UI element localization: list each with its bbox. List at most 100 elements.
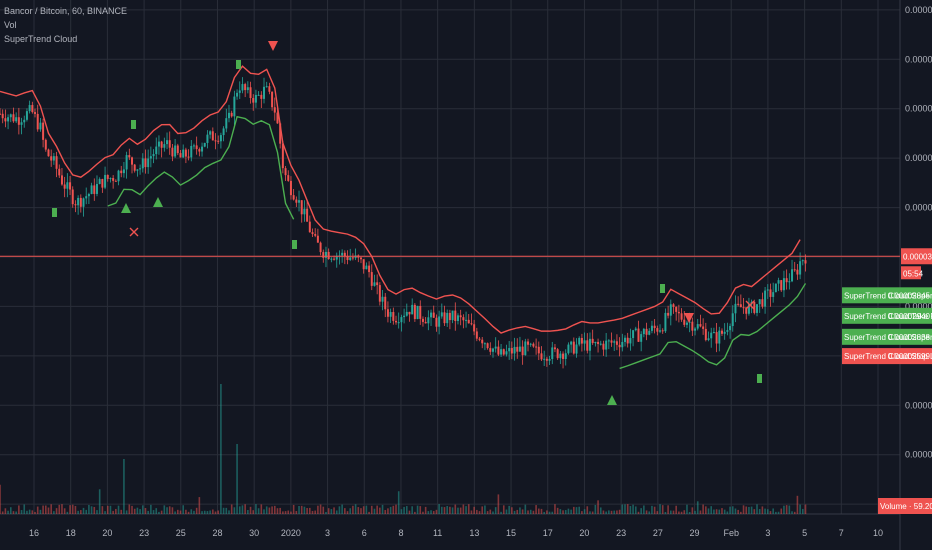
volume-bar [742, 505, 745, 514]
volume-bar [422, 511, 424, 514]
candle-body [176, 145, 179, 154]
candle-body [209, 131, 212, 135]
candle-body [109, 178, 112, 180]
volume-bar [7, 510, 9, 514]
volume-bar [133, 508, 136, 514]
candle-body [52, 156, 55, 161]
candle-body [238, 90, 241, 93]
volume-bar [492, 511, 494, 514]
candle-body [112, 178, 115, 181]
candle-body [71, 189, 74, 205]
volume-bar [470, 510, 473, 514]
candle-body [599, 343, 602, 345]
volume-bar [123, 459, 125, 514]
candle-body [618, 344, 621, 348]
candle-body [370, 272, 373, 286]
volume-bar [268, 507, 271, 514]
candle-body [214, 140, 217, 142]
volume-bar [50, 504, 52, 514]
candle-body [556, 349, 559, 359]
volume-bar [147, 510, 149, 514]
candle-body [203, 142, 206, 147]
candle-body [572, 341, 575, 354]
volume-bar [335, 510, 338, 514]
volume-bar [236, 444, 238, 514]
volume-bar [360, 508, 362, 514]
volume-bar [309, 507, 311, 514]
level-label: SuperTrend Cloud:Stop Loss [844, 352, 932, 361]
x-tick-label: 10 [873, 528, 883, 538]
volume-bar [273, 505, 276, 514]
volume-bar [368, 511, 370, 514]
candle-body [287, 175, 290, 181]
volume-bar [583, 509, 586, 514]
volume-bar [529, 509, 532, 514]
candle-body [758, 299, 761, 305]
volume-bar [737, 509, 739, 514]
candle-body [373, 282, 376, 286]
symbol-title[interactable]: Bancor / Bitcoin, 60, BINANCE [4, 6, 128, 16]
volume-bar [198, 497, 201, 514]
candle-body [12, 114, 15, 122]
candle-body [281, 143, 284, 169]
candle-body [475, 331, 478, 339]
candle-body [780, 280, 783, 291]
volume-bar [599, 507, 602, 514]
candle-body [742, 307, 745, 309]
candle-body [233, 96, 236, 117]
volume-bar [203, 510, 206, 514]
volume-bar [260, 504, 263, 514]
signal-triangle [121, 203, 131, 213]
candle-body [163, 144, 166, 148]
candle-body [343, 252, 346, 257]
volume-bar [220, 384, 222, 514]
volume-bar [432, 511, 435, 514]
candle-body [284, 168, 287, 176]
candle-body [249, 87, 252, 99]
candle-body [559, 353, 562, 359]
volume-bar [430, 510, 432, 514]
candle-body [715, 332, 718, 344]
volume-bar [330, 509, 333, 514]
volume-bar [405, 506, 408, 514]
volume-bar [648, 511, 651, 514]
volume-bar [341, 504, 343, 514]
chart-legend: Bancor / Bitcoin, 60, BINANCE Vol SuperT… [4, 4, 127, 46]
candle-body [333, 258, 336, 260]
x-tick-label: 18 [66, 528, 76, 538]
x-tick-label: 3 [325, 528, 330, 538]
candle-body [688, 321, 691, 323]
signal-flag [757, 374, 762, 383]
x-tick-label: 13 [469, 528, 479, 538]
volume-bar [414, 511, 416, 514]
volume-bar [225, 507, 228, 514]
candle-body [489, 348, 492, 352]
candle-body [217, 140, 220, 142]
volume-bar [570, 509, 572, 514]
candle-body [236, 92, 239, 97]
indicator-legend[interactable]: SuperTrend Cloud [4, 34, 78, 44]
candle-body [756, 304, 759, 313]
candle-body [128, 155, 131, 158]
candle-body [90, 185, 93, 195]
volume-legend[interactable]: Vol [4, 20, 17, 30]
x-tick-label: 2020 [281, 528, 301, 538]
candle-body [182, 149, 185, 158]
x-tick-label: 17 [543, 528, 553, 538]
candle-body [497, 346, 500, 355]
volume-bar [314, 510, 316, 514]
volume-bar [276, 508, 279, 514]
candle-body [397, 322, 400, 324]
candle-body [545, 358, 548, 361]
level-label: SuperTrend Cloud:SuperTrend 1 [844, 291, 932, 300]
volume-bar [174, 511, 176, 514]
candle-body [403, 315, 406, 318]
volume-bar [508, 505, 510, 514]
candle-body [777, 280, 780, 284]
candle-body [456, 315, 459, 321]
volume-bar [303, 506, 306, 514]
x-tick-label: 27 [653, 528, 663, 538]
x-tick-label: 29 [690, 528, 700, 538]
